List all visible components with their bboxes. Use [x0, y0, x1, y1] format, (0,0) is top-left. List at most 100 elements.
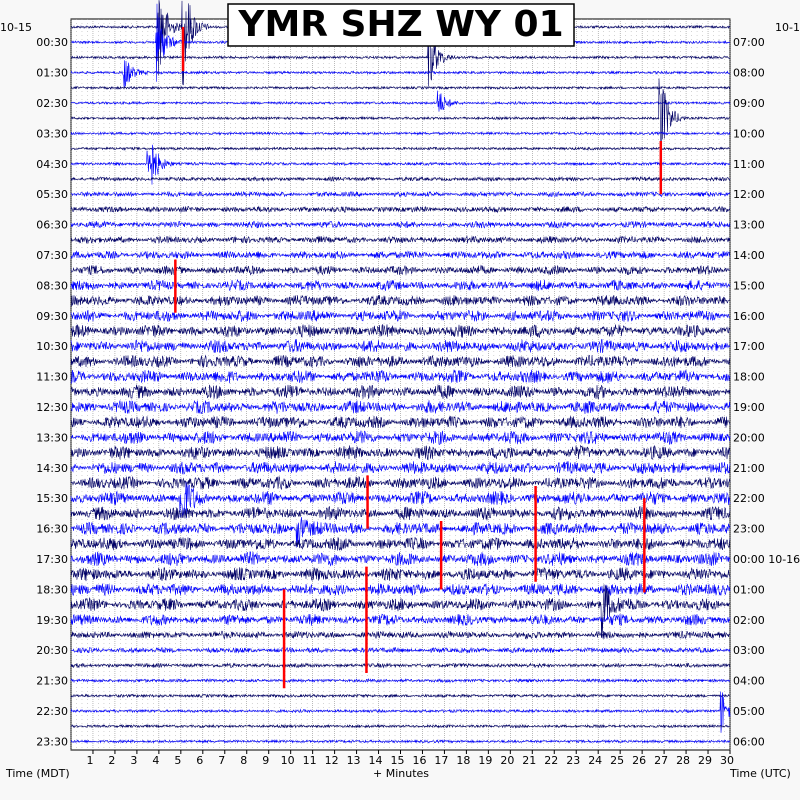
left-time-labels: 00:30 01:30 02:30 03:30 04:30 05:30 06:30 07:30… [36, 36, 68, 748]
x-tick-label: 11 [303, 754, 317, 767]
left-time-label: 17:30 [36, 553, 68, 566]
left-time-label: 10:30 [36, 340, 68, 353]
x-tick-label: 17 [434, 754, 448, 767]
seismogram-trace [70, 146, 731, 151]
x-tick-label: 16 [412, 754, 426, 767]
seismogram-trace [70, 323, 731, 339]
seismogram-trace [70, 85, 731, 91]
right-time-label: 09:00 [733, 97, 765, 110]
clip-markers [174, 27, 663, 689]
seismogram-trace [70, 235, 731, 245]
seismogram-trace [70, 399, 731, 415]
seismogram-trace [70, 338, 731, 354]
right-time-label: 18:00 [733, 371, 765, 384]
x-tick-label: 2 [108, 754, 115, 767]
left-time-label: 09:30 [36, 310, 68, 323]
right-time-label: 19:00 [733, 401, 765, 414]
x-tick-label: 10 [281, 754, 295, 767]
seismogram-trace [70, 415, 731, 429]
x-tick-label: 29 [698, 754, 712, 767]
seismogram-trace [70, 482, 731, 519]
seismogram-trace [70, 90, 731, 112]
right-time-label: 16:00 [733, 310, 765, 323]
right-time-label: 17:00 [733, 340, 765, 353]
x-tick-label: 8 [240, 754, 247, 767]
left-time-label: 13:30 [36, 431, 68, 444]
seismogram-trace [70, 60, 731, 88]
seismogram-trace [70, 646, 731, 654]
left-time-label: 22:30 [36, 705, 68, 718]
left-time-label: 20:30 [36, 644, 68, 657]
left-time-label: 15:30 [36, 492, 68, 505]
right-time-label: 15:00 [733, 279, 765, 292]
x-axis-ticks: 1 2 3 4 5 6 7 8 9 10 11 12 13 14 15 16 17 18 19 20 21 22 23 24 2… [86, 750, 734, 767]
seismogram-trace [70, 369, 731, 385]
title-box [227, 3, 575, 47]
x-tick-label: 21 [522, 754, 536, 767]
seismogram-trace [70, 613, 731, 626]
right-time-label: 02:00 [733, 614, 765, 627]
seismogram-trace [70, 738, 731, 744]
left-time-label: 04:30 [36, 158, 68, 171]
right-time-label: 08:00 [733, 67, 765, 80]
x-tick-label: 7 [218, 754, 225, 767]
right-time-label: 10:00 [733, 127, 765, 140]
seismogram-trace [70, 693, 731, 699]
right-time-label: 05:00 [733, 705, 765, 718]
right-time-label: 11:00 [733, 158, 765, 171]
seismogram-trace [70, 175, 731, 183]
seismogram-trace [70, 78, 731, 158]
seismogram-trace [70, 583, 731, 597]
x-tick-label: 5 [174, 754, 181, 767]
right-time-label: 23:00 [733, 523, 765, 536]
left-time-label: 12:30 [36, 401, 68, 414]
x-tick-label: 9 [262, 754, 269, 767]
x-tick-label: 6 [196, 754, 203, 767]
left-time-label: 16:30 [36, 523, 68, 536]
seismogram-trace [70, 27, 731, 87]
chart-title: YMR SHZ WY 01 [237, 4, 563, 45]
right-time-label: 22:00 [733, 492, 765, 505]
seismogram-trace [70, 537, 731, 551]
left-time-label: 19:30 [36, 614, 68, 627]
seismogram-trace [70, 475, 731, 491]
x-tick-label: 30 [720, 754, 734, 767]
seismogram-trace [70, 444, 731, 461]
seismogram-trace [70, 630, 731, 640]
seismogram-trace [70, 430, 731, 445]
left-time-label: 03:30 [36, 127, 68, 140]
x-tick-label: 4 [152, 754, 159, 767]
right-time-label: 07:00 [733, 36, 765, 49]
x-tick-label: 3 [130, 754, 137, 767]
right-time-label: 14:00 [733, 249, 765, 262]
x-tick-label: 27 [654, 754, 668, 767]
left-time-label: 05:30 [36, 188, 68, 201]
seismogram-trace [70, 309, 731, 323]
x-tick-label: 13 [347, 754, 361, 767]
right-time-label: 12:00 [733, 188, 765, 201]
x-tick-label: 24 [588, 754, 602, 767]
x-tick-label: 1 [86, 754, 93, 767]
left-time-label: 00:30 [36, 36, 68, 49]
left-time-label: 08:30 [36, 279, 68, 292]
left-time-label: 14:30 [36, 462, 68, 475]
seismogram-trace [70, 662, 731, 669]
date-right-label: 10-1 [775, 21, 800, 34]
seismogram-trace [70, 354, 731, 369]
x-tick-label: 28 [676, 754, 690, 767]
seismogram-trace [70, 250, 731, 260]
seismogram-trace [70, 264, 731, 276]
right-time-labels: 07:00 08:00 09:00 10:00 11:00 12:00 13:00 14:00… [733, 36, 800, 748]
x-tick-label: 23 [566, 754, 580, 767]
x-tick-label: 22 [544, 754, 558, 767]
x-tick-label: 14 [369, 754, 383, 767]
seismogram-trace [70, 220, 731, 229]
left-time-label: 21:30 [36, 675, 68, 688]
left-time-label: 02:30 [36, 97, 68, 110]
seismogram-trace [70, 131, 731, 136]
left-time-label: 11:30 [36, 371, 68, 384]
seismogram-trace [70, 144, 731, 185]
left-time-label: 01:30 [36, 67, 68, 80]
x-tick-label: 12 [325, 754, 339, 767]
